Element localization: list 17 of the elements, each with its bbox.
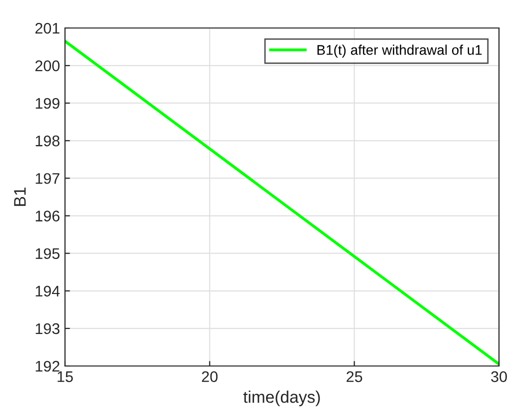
y-tick-label: 199: [36, 98, 60, 109]
y-tick-label: 198: [36, 136, 60, 146]
y-tick-label: 193: [36, 323, 60, 334]
y-axis-title: B1: [14, 188, 26, 206]
y-tick-label: 192: [36, 360, 60, 372]
y-tick-label: 195: [36, 248, 60, 260]
y-tick-label: 200: [35, 60, 60, 72]
x-tick-label: 25: [346, 371, 362, 382]
legend-label: B1(t) after withdrawal of u1: [318, 44, 482, 58]
y-tick-label: 197: [36, 173, 60, 184]
x-tick-label: 15: [58, 371, 73, 382]
x-tick-label: 30: [491, 371, 507, 382]
y-tick-label: 201: [35, 22, 60, 34]
x-tick-label: 20: [202, 371, 218, 382]
y-tick-label: 196: [36, 210, 60, 222]
y-tick-label: 194: [36, 286, 60, 297]
x-axis-title: time(days): [243, 390, 320, 406]
